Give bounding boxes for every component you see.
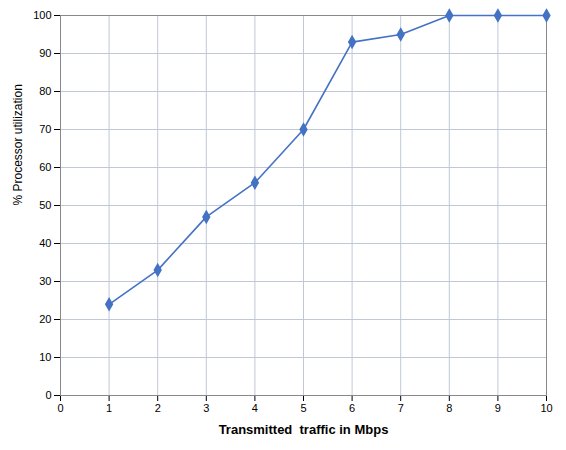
svg-text:20: 20 bbox=[39, 313, 51, 325]
svg-text:10: 10 bbox=[39, 351, 51, 363]
svg-text:0: 0 bbox=[45, 389, 51, 401]
svg-text:70: 70 bbox=[39, 123, 51, 135]
svg-text:0: 0 bbox=[57, 402, 63, 414]
svg-text:100: 100 bbox=[33, 9, 51, 21]
svg-text:80: 80 bbox=[39, 85, 51, 97]
svg-text:50: 50 bbox=[39, 199, 51, 211]
svg-text:8: 8 bbox=[446, 402, 452, 414]
svg-text:90: 90 bbox=[39, 47, 51, 59]
svg-text:60: 60 bbox=[39, 161, 51, 173]
svg-text:4: 4 bbox=[252, 402, 258, 414]
svg-text:5: 5 bbox=[300, 402, 306, 414]
svg-text:3: 3 bbox=[203, 402, 209, 414]
svg-text:Transmitted traffic in Mbps: Transmitted traffic in Mbps bbox=[219, 422, 389, 437]
svg-text:40: 40 bbox=[39, 237, 51, 249]
svg-text:6: 6 bbox=[349, 402, 355, 414]
svg-text:7: 7 bbox=[398, 402, 404, 414]
svg-text:9: 9 bbox=[495, 402, 501, 414]
svg-text:1: 1 bbox=[106, 402, 112, 414]
svg-text:% Processor utilization: % Processor utilization bbox=[11, 84, 25, 205]
svg-text:10: 10 bbox=[540, 402, 552, 414]
svg-text:2: 2 bbox=[155, 402, 161, 414]
svg-text:30: 30 bbox=[39, 275, 51, 287]
